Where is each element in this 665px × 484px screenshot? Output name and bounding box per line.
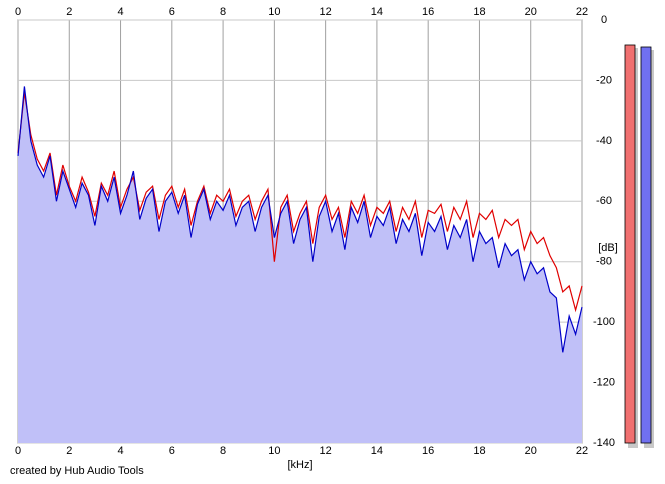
y-tick-label: -40 (596, 135, 612, 147)
x-tick-label: 14 (371, 445, 383, 457)
x-axis-label: [kHz] (287, 459, 312, 471)
x-tick-label: 20 (525, 6, 537, 18)
x-tick-label: 20 (525, 445, 537, 457)
y-tick-label: -20 (596, 74, 612, 86)
area (18, 86, 582, 443)
x-tick-label: 0 (15, 445, 21, 457)
x-tick-label: 8 (220, 6, 226, 18)
x-tick-label: 12 (320, 6, 332, 18)
x-tick-label: 4 (117, 445, 123, 457)
x-tick-label: 14 (371, 6, 383, 18)
x-tick-label: 8 (220, 445, 226, 457)
x-tick-label: 0 (15, 6, 21, 18)
x-tick-label: 2 (66, 6, 72, 18)
x-tick-label: 18 (473, 445, 485, 457)
x-tick-label: 6 (169, 6, 175, 18)
x-tick-label: 16 (422, 445, 434, 457)
credit: created by Hub Audio Tools (10, 465, 144, 477)
x-tick-label: 16 (422, 6, 434, 18)
y-tick-label: 0 (601, 14, 607, 26)
right-meter (640, 46, 652, 444)
x-tick-label: 2 (66, 445, 72, 457)
y-tick-label: -100 (593, 316, 615, 328)
y-tick-label: -80 (596, 256, 612, 268)
spectrum-line (17, 86, 583, 353)
y-tick-label: -60 (596, 195, 612, 207)
spectrum-line (17, 92, 583, 313)
x-tick-label: 22 (576, 6, 588, 18)
x-tick-label: 18 (473, 6, 485, 18)
left-meter (624, 44, 636, 444)
x-tick-label: 4 (117, 6, 123, 18)
x-tick-label: 12 (320, 445, 332, 457)
y-axis-label: [dB] (598, 242, 618, 254)
x-tick-label: 10 (268, 6, 280, 18)
x-tick-label: 6 (169, 445, 175, 457)
y-tick-label: -120 (593, 376, 615, 388)
x-tick-label: 10 (268, 445, 280, 457)
x-tick-label: 22 (576, 445, 588, 457)
y-tick-label: -140 (593, 437, 615, 449)
